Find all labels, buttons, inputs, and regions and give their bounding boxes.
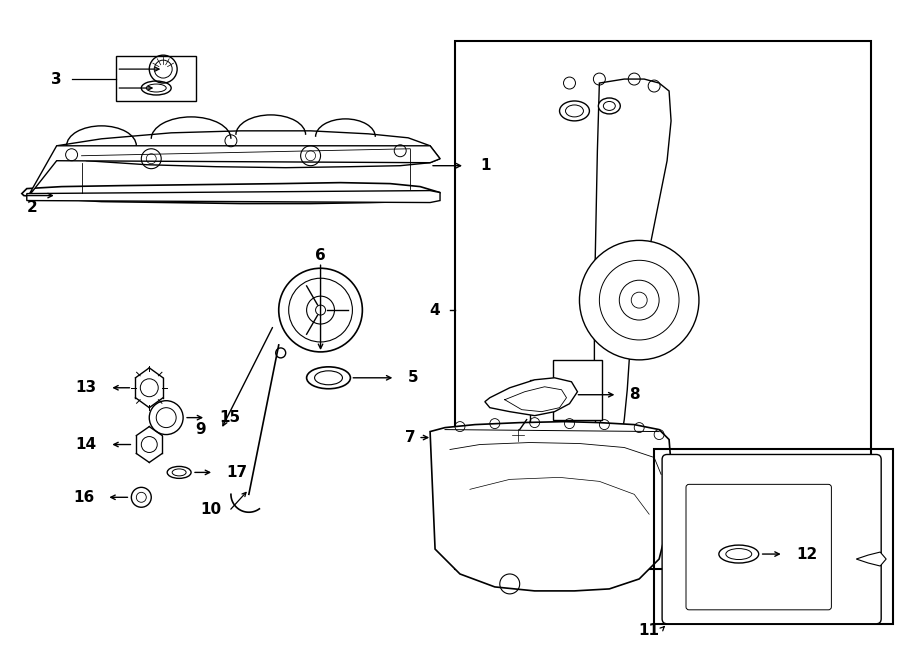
- Ellipse shape: [560, 101, 590, 121]
- Ellipse shape: [172, 469, 186, 476]
- Polygon shape: [856, 552, 886, 566]
- Polygon shape: [27, 190, 440, 202]
- Text: 16: 16: [73, 490, 94, 505]
- Text: 14: 14: [76, 437, 96, 452]
- Ellipse shape: [598, 98, 620, 114]
- Circle shape: [149, 401, 183, 434]
- Circle shape: [580, 241, 699, 360]
- Bar: [455, 41, 871, 569]
- Ellipse shape: [167, 467, 191, 479]
- Text: 7: 7: [404, 430, 415, 445]
- Text: 13: 13: [76, 380, 96, 395]
- Text: 15: 15: [219, 410, 240, 425]
- Text: 8: 8: [629, 387, 640, 403]
- Bar: [654, 449, 893, 624]
- Text: 12: 12: [796, 547, 818, 562]
- Circle shape: [157, 408, 176, 428]
- Polygon shape: [430, 422, 671, 591]
- Ellipse shape: [315, 371, 343, 385]
- Text: 17: 17: [226, 465, 248, 480]
- Polygon shape: [27, 146, 440, 198]
- Bar: [530, 380, 574, 430]
- FancyBboxPatch shape: [662, 455, 881, 624]
- Text: 1: 1: [480, 158, 491, 173]
- Ellipse shape: [307, 367, 350, 389]
- Polygon shape: [594, 79, 671, 499]
- Text: 2: 2: [26, 200, 37, 215]
- Bar: [553, 360, 602, 420]
- Polygon shape: [485, 378, 578, 416]
- Polygon shape: [57, 131, 440, 168]
- Text: 6: 6: [315, 248, 326, 263]
- Circle shape: [131, 487, 151, 507]
- Text: 4: 4: [429, 303, 440, 317]
- Text: 9: 9: [195, 422, 206, 437]
- Text: 10: 10: [200, 502, 221, 517]
- Text: 5: 5: [409, 370, 419, 385]
- Text: 3: 3: [51, 71, 62, 87]
- Ellipse shape: [725, 549, 752, 559]
- Text: 11: 11: [638, 623, 659, 639]
- Circle shape: [279, 268, 363, 352]
- Ellipse shape: [719, 545, 759, 563]
